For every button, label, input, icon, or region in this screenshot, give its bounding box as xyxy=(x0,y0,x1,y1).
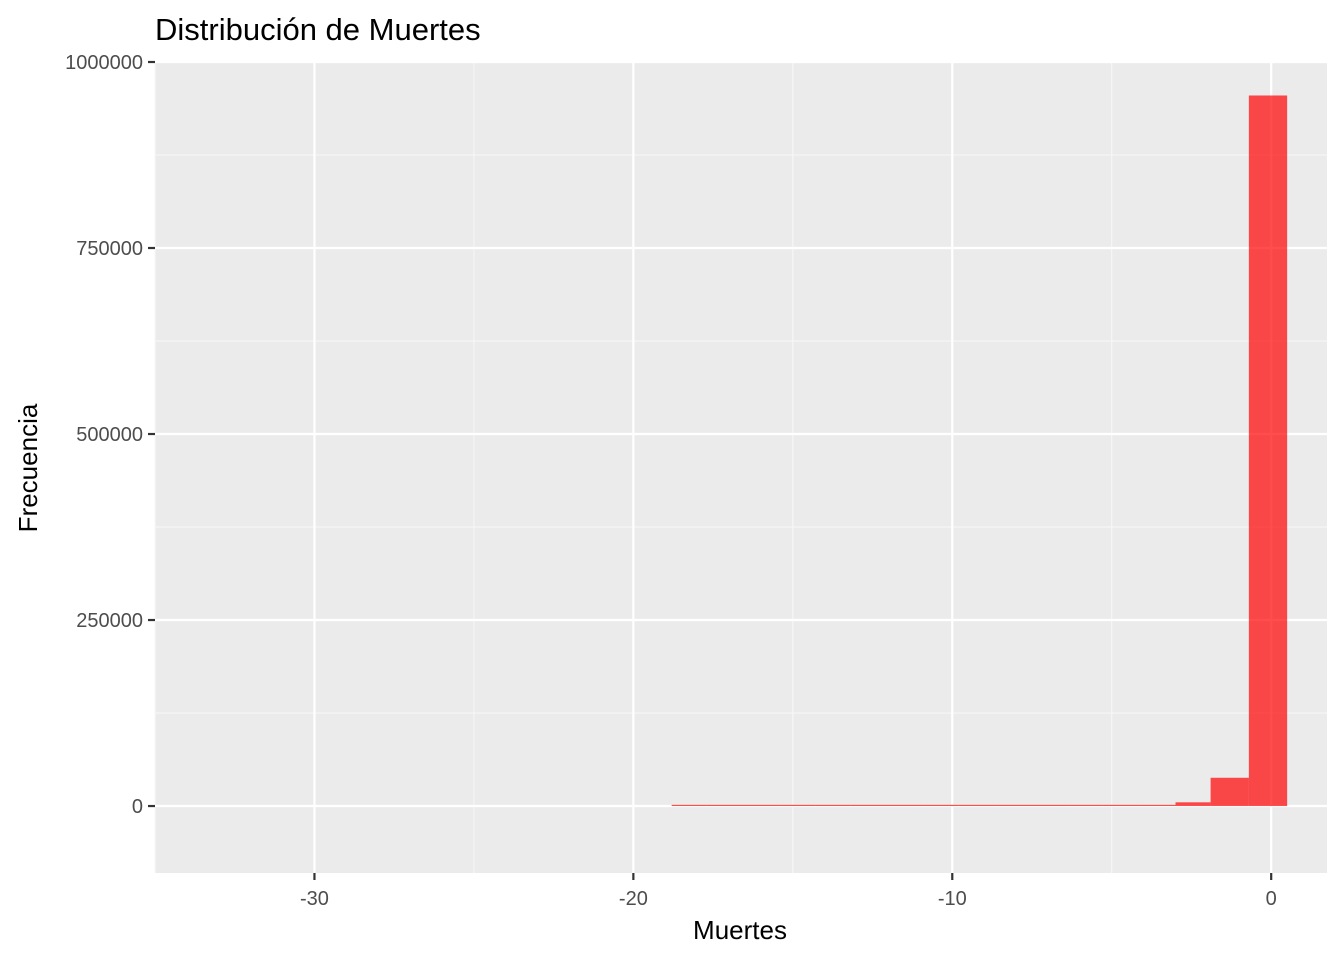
histogram-bar xyxy=(1210,777,1249,807)
x-tick-label: -10 xyxy=(938,888,967,910)
y-tick-label: 500000 xyxy=(76,424,143,446)
y-tick-label: 250000 xyxy=(76,610,143,632)
x-tick-label: -30 xyxy=(300,888,329,910)
histogram-bar xyxy=(780,804,816,807)
x-tick-label: -20 xyxy=(619,888,648,910)
x-axis-label: Muertes xyxy=(693,915,787,945)
histogram-bar xyxy=(1102,804,1141,807)
histogram-bar xyxy=(671,804,707,807)
histogram-bar xyxy=(706,804,745,807)
minor-gridlines xyxy=(154,62,1327,873)
y-axis: 0 250000 500000 750000 1000000 xyxy=(65,52,155,818)
histogram-bar xyxy=(1248,95,1288,807)
chart-title: Distribución de Muertes xyxy=(155,12,481,47)
histogram-bar xyxy=(1032,804,1068,807)
plot-panel xyxy=(155,62,1327,873)
histogram-bar xyxy=(1140,804,1176,807)
y-tick-label: 0 xyxy=(132,796,143,818)
histogram-bar xyxy=(1067,804,1103,807)
x-tick-label: 0 xyxy=(1266,888,1277,910)
histogram-bar xyxy=(1175,802,1211,807)
y-tick-label: 1000000 xyxy=(65,52,143,74)
histogram-bar xyxy=(958,804,997,807)
x-axis: -30 -20 -10 0 xyxy=(300,873,1277,910)
histogram-bar xyxy=(815,804,851,807)
y-axis-label: Frecuencia xyxy=(13,403,43,532)
histogram-bar xyxy=(888,804,924,807)
histogram-bars xyxy=(671,95,1288,807)
histogram-bar xyxy=(923,804,959,807)
histogram-bar xyxy=(744,804,781,807)
histogram-bar xyxy=(850,804,889,807)
histogram-bar xyxy=(996,804,1033,807)
y-tick-label: 750000 xyxy=(76,238,143,260)
